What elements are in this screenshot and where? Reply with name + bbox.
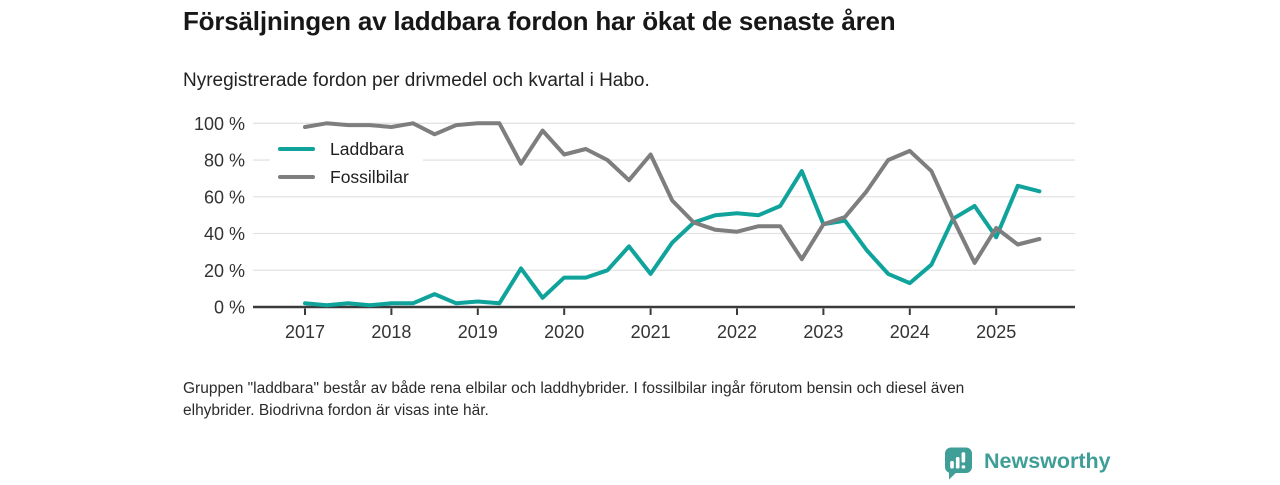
legend-label-fossilbilar: Fossilbilar — [330, 166, 409, 187]
y-axis-label-20: 20 % — [204, 261, 245, 281]
x-axis-label-2021: 2021 — [631, 322, 671, 342]
x-axis-label-2022: 2022 — [717, 322, 757, 342]
y-axis-label-100: 100 % — [194, 114, 245, 134]
x-axis-label-2023: 2023 — [803, 322, 843, 342]
chart-legend: Laddbara Fossilbilar — [270, 132, 423, 196]
y-axis-label-60: 60 % — [204, 187, 245, 207]
x-axis-label-2017: 2017 — [285, 322, 325, 342]
page-subtitle: Nyregistrerade fordon per drivmedel och … — [183, 70, 650, 91]
page-title: Försäljningen av laddbara fordon har öka… — [183, 6, 896, 36]
y-axis-label-0: 0 % — [214, 298, 245, 318]
legend-label-laddbara: Laddbara — [330, 138, 404, 159]
x-axis-label-2025: 2025 — [976, 322, 1016, 342]
footnote-line-2: elhybrider. Biodrivna fordon är visas in… — [183, 402, 489, 419]
footnote-text: Gruppen "laddbara" består av både rena e… — [183, 378, 1083, 422]
series-line-laddbara — [303, 169, 1042, 308]
y-axis-label-40: 40 % — [204, 224, 245, 244]
newsworthy-logo: Newsworthy — [941, 446, 1111, 485]
legend-item-fossilbilar: Fossilbilar — [278, 163, 409, 191]
legend-item-laddbara: Laddbara — [278, 135, 409, 163]
logo-text: Newsworthy — [984, 449, 1111, 473]
x-axis-label-2018: 2018 — [371, 322, 411, 342]
series-line-fossilbilar — [303, 121, 1042, 265]
legend-swatch-laddbara — [278, 146, 315, 152]
x-axis-label-2024: 2024 — [890, 322, 930, 342]
y-axis-label-80: 80 % — [204, 151, 245, 171]
x-axis-label-2020: 2020 — [544, 322, 584, 342]
x-axis-label-2019: 2019 — [458, 322, 498, 342]
bar-chart-speech-bubble-icon — [941, 446, 975, 485]
footnote-line-1: Gruppen "laddbara" består av både rena e… — [183, 380, 965, 397]
legend-swatch-fossilbilar — [278, 174, 315, 180]
